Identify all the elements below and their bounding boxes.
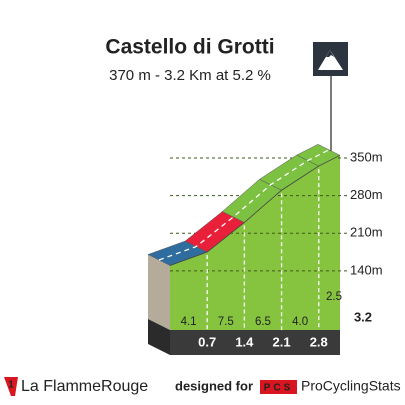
base-side (148, 319, 170, 355)
y-tick-label: 140m (350, 262, 383, 277)
footer: 1 La FlammeRouge designed for PCS ProCyc… (4, 377, 401, 396)
base-band (170, 330, 340, 355)
front-face (170, 155, 340, 330)
x-tick-label: 2.1 (273, 334, 291, 349)
logo-box (260, 380, 297, 394)
designed-for: designed for (175, 378, 253, 393)
logo: PCS (264, 383, 294, 394)
site: ProCyclingStats (301, 378, 401, 394)
mountain-snow (326, 50, 334, 57)
gradient-label: 4.0 (292, 316, 308, 328)
plot: 350m 280m 210m 140m 0.7 1.4 2.1 2.8 3.2 4.1 7.5 6.5… (147, 144, 383, 355)
x-tick-label: 2.8 (310, 334, 328, 349)
brand-icon-shape (4, 377, 18, 396)
y-tick-label: 280m (350, 187, 383, 202)
brand-icon: 1 (8, 380, 14, 391)
side-face (148, 254, 170, 330)
mountain-icon (318, 50, 343, 70)
chart-subtitle: 370 m - 3.2 Km at 5.2 % (109, 67, 271, 84)
y-tick-label: 210m (350, 225, 383, 240)
chart-title: Castello di Grotti (105, 36, 274, 59)
x-tick-label: 1.4 (235, 334, 254, 349)
x-tick-label: 0.7 (198, 334, 216, 349)
gradient-label: 6.5 (255, 316, 271, 328)
brand: La FlammeRouge (21, 378, 148, 395)
gradient-label: 4.1 (181, 316, 197, 328)
y-tick-label: 350m (350, 149, 383, 164)
x-tick-label: 3.2 (354, 309, 372, 324)
gradient-label: 7.5 (218, 316, 234, 328)
surface-centerline (158, 149, 330, 261)
profile-line (169, 154, 341, 266)
gradient-label: 2.5 (326, 291, 342, 303)
